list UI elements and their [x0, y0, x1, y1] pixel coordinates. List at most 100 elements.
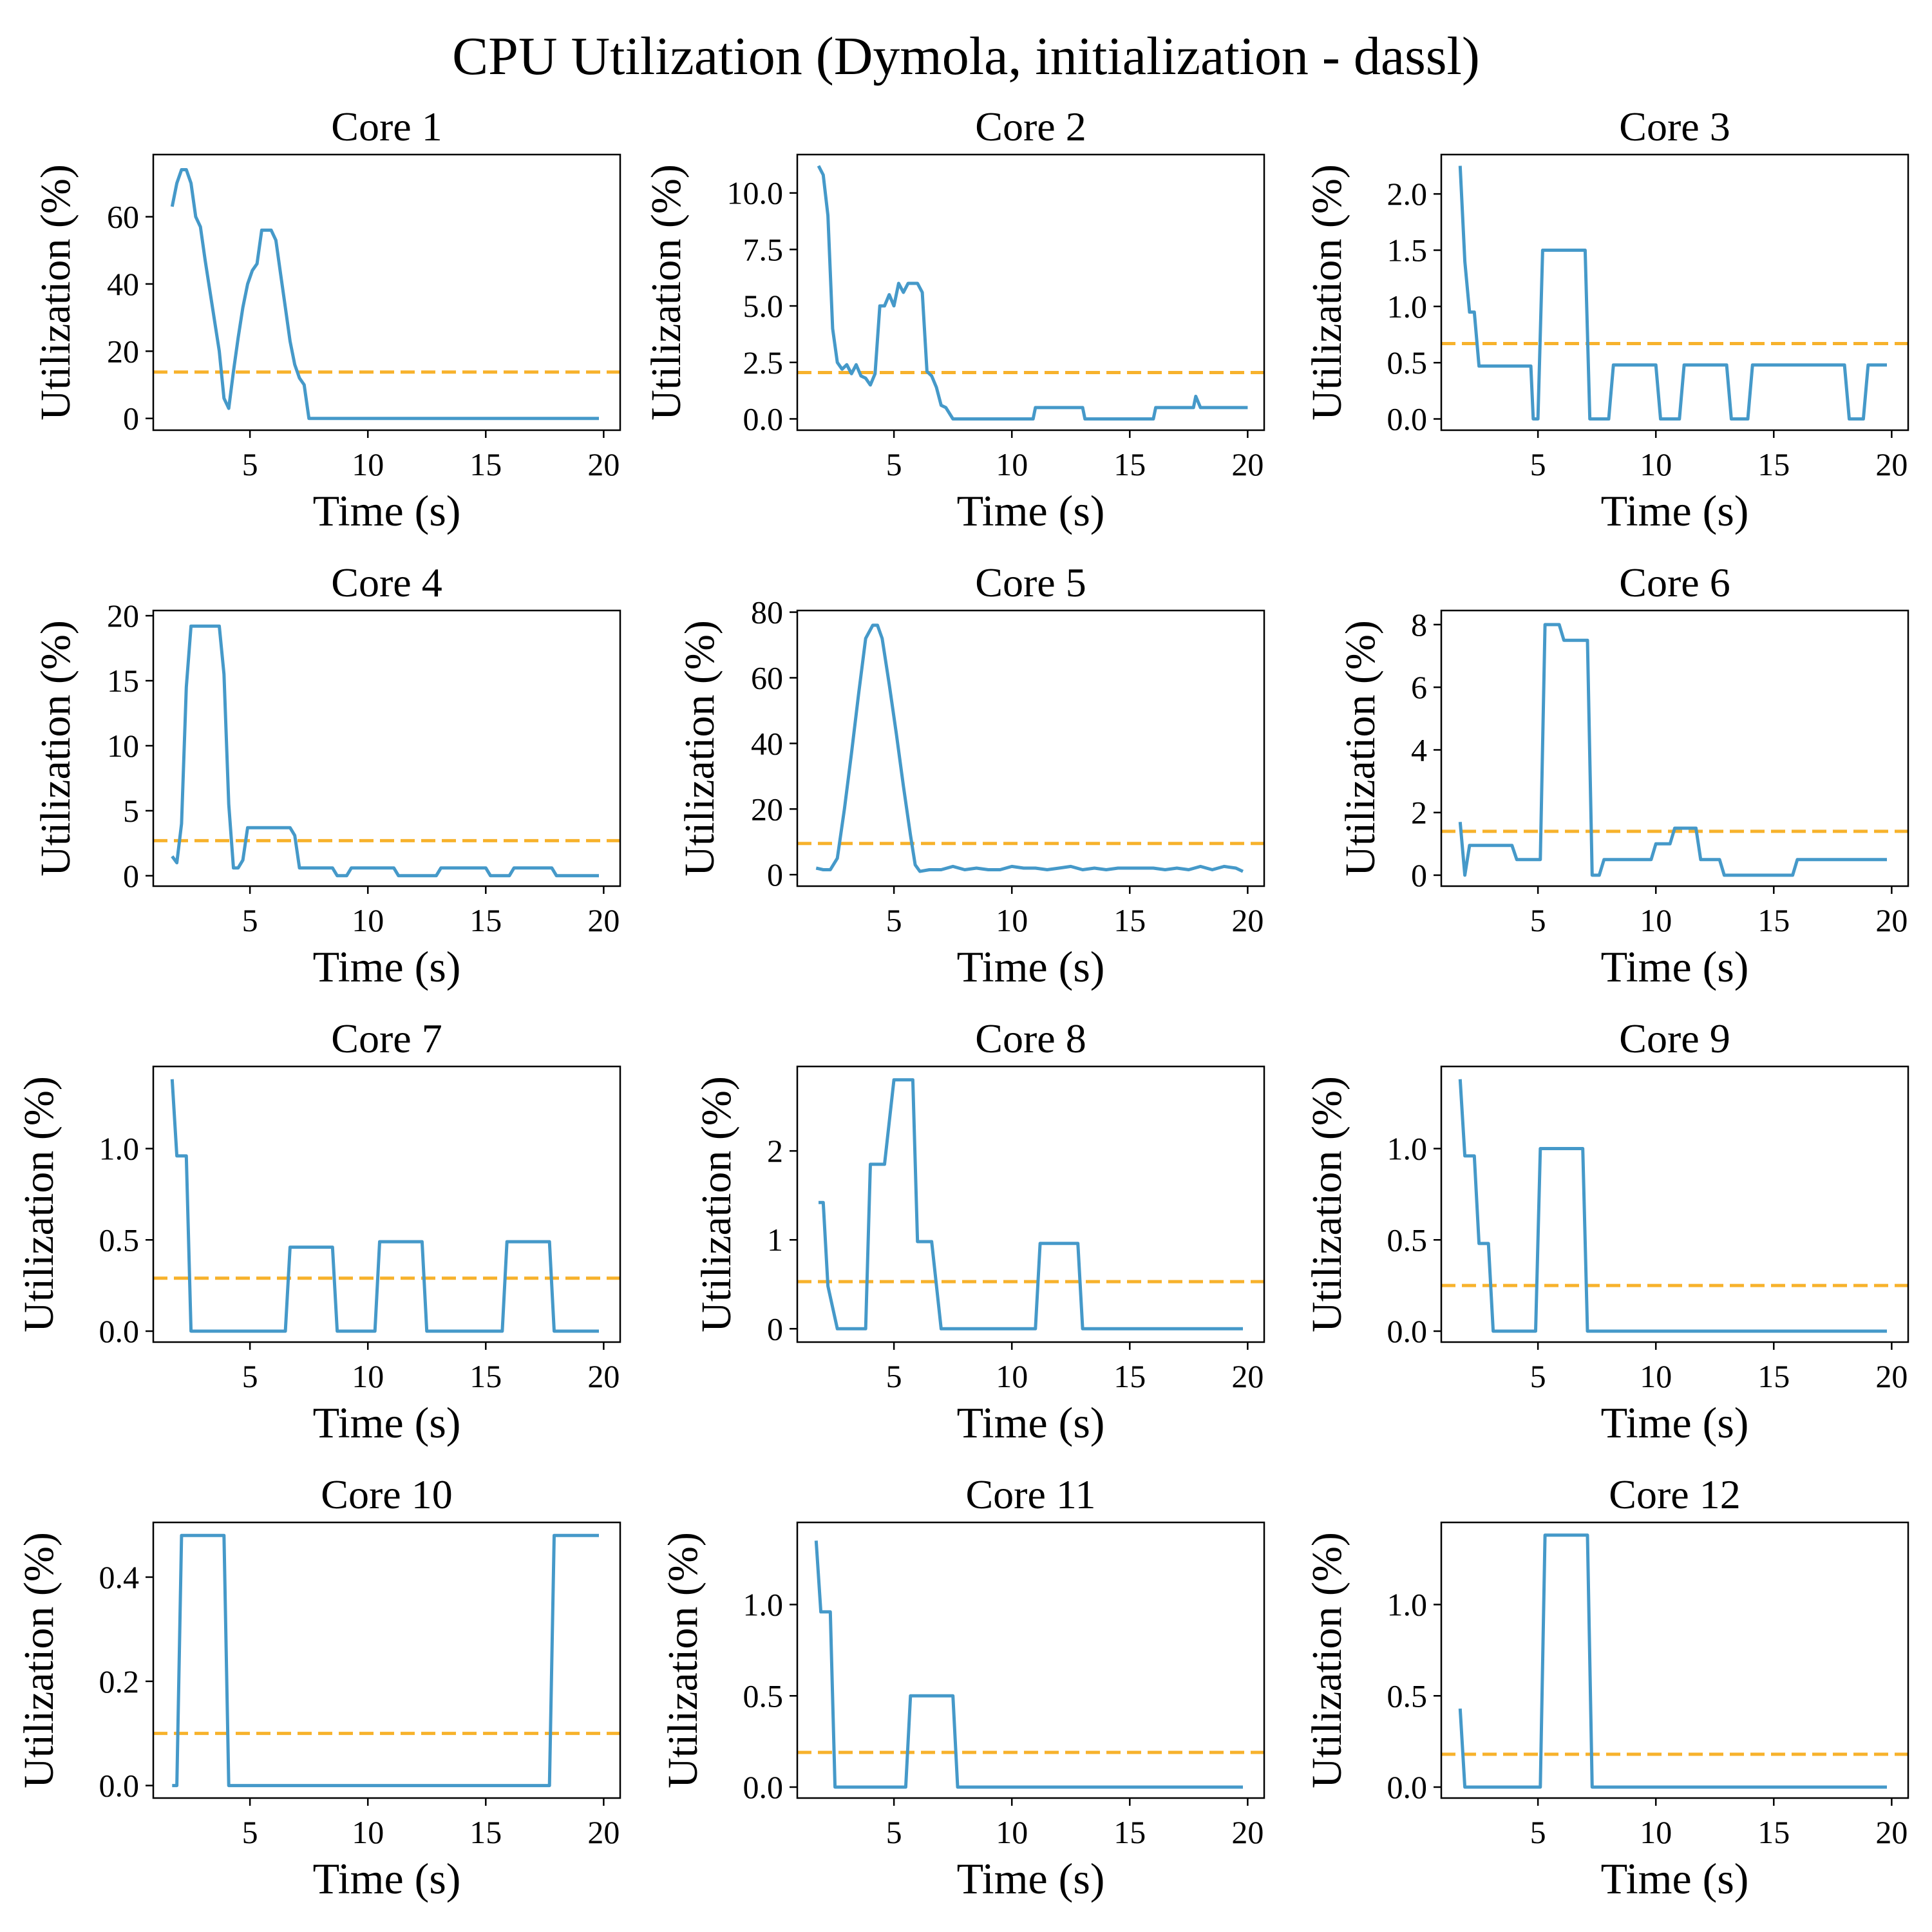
- subplot-core-2: Core 2 5 10 15 20 0.0 2.5 5.0 7.5 10.0 Time (s) Uti…: [643, 104, 1265, 535]
- x-tick-label: 5: [886, 446, 902, 482]
- subplot-title: Core 9: [1619, 1016, 1730, 1061]
- y-tick-label: 0.2: [99, 1663, 140, 1700]
- x-axis-label: Time (s): [1601, 1854, 1749, 1903]
- x-tick-label: 10: [1640, 1358, 1672, 1394]
- series-line: [1458, 1079, 1887, 1333]
- x-tick-label: 10: [352, 446, 384, 482]
- y-tick-label: 0: [767, 857, 783, 893]
- y-axis-label: Utilization (%): [1337, 620, 1384, 876]
- x-tick-label: 20: [1875, 1358, 1908, 1394]
- subplot-core-4: Core 4 5 10 15 20 0 5 10 15 20 Time (s) Utilization…: [32, 560, 621, 991]
- y-tick-label: 0.0: [1387, 1769, 1428, 1805]
- x-axis-label: Time (s): [957, 486, 1105, 535]
- axes-frame: [796, 1065, 1265, 1343]
- x-tick-label: 10: [1640, 446, 1672, 482]
- subplot-title: Core 5: [975, 560, 1086, 605]
- y-tick-label: 0.5: [1387, 1222, 1428, 1258]
- x-axis-label: Time (s): [957, 1854, 1105, 1903]
- x-tick-label: 5: [242, 1814, 258, 1850]
- y-tick-label: 2.5: [743, 345, 784, 381]
- y-axis-label: Utilization (%): [659, 1532, 706, 1788]
- x-tick-label: 5: [886, 1358, 902, 1394]
- y-tick-label: 20: [751, 791, 783, 827]
- series-line: [819, 1078, 1243, 1331]
- x-tick-label: 20: [1231, 446, 1264, 482]
- y-tick-label: 0.5: [99, 1222, 140, 1258]
- series-line: [171, 624, 599, 878]
- subplot-title: Core 12: [1609, 1472, 1740, 1517]
- axes-frame: [796, 609, 1265, 887]
- x-tick-label: 5: [242, 1358, 258, 1394]
- y-axis-label: Utilization (%): [15, 1532, 62, 1788]
- y-axis-label: Utilization (%): [32, 620, 79, 876]
- axes-frame: [796, 153, 1265, 431]
- x-tick-label: 20: [1875, 1814, 1908, 1850]
- y-axis-label: Utilization (%): [15, 1076, 62, 1332]
- x-tick-label: 20: [587, 1358, 620, 1394]
- y-axis-label: Utilization (%): [693, 1076, 740, 1332]
- series-line: [1458, 166, 1887, 421]
- x-tick-label: 15: [1113, 1358, 1146, 1394]
- subplot-core-12: Core 12 5 10 15 20 0.0 0.5 1.0 Time (s) Utilizati…: [1303, 1472, 1909, 1903]
- x-tick-label: 15: [469, 902, 502, 938]
- x-tick-label: 5: [1530, 902, 1546, 938]
- x-tick-label: 10: [996, 446, 1028, 482]
- figure-title: CPU Utilization (Dymola, initialization …: [452, 26, 1480, 86]
- series-line: [817, 165, 1248, 421]
- y-tick-label: 20: [107, 598, 139, 634]
- x-tick-label: 10: [1640, 1814, 1672, 1850]
- axes-frame: [1440, 1521, 1909, 1799]
- x-tick-label: 15: [469, 446, 502, 482]
- axes-frame: [1440, 609, 1909, 887]
- subplot-title: Core 10: [321, 1472, 452, 1517]
- y-tick-label: 0.0: [1387, 401, 1428, 437]
- y-axis-label: Utilization (%): [1303, 1532, 1350, 1788]
- x-tick-label: 10: [996, 1358, 1028, 1394]
- y-tick-label: 4: [1411, 732, 1427, 768]
- series-line: [172, 1533, 599, 1788]
- subplot-title: Core 2: [975, 104, 1086, 149]
- y-tick-label: 6: [1411, 669, 1427, 705]
- x-tick-label: 20: [1875, 902, 1908, 938]
- y-tick-label: 0.4: [99, 1559, 140, 1595]
- x-tick-label: 10: [352, 1358, 384, 1394]
- y-tick-label: 15: [107, 663, 139, 699]
- x-tick-label: 5: [1530, 1814, 1546, 1850]
- x-tick-label: 20: [1231, 1814, 1264, 1850]
- y-tick-label: 0.5: [1387, 1678, 1428, 1714]
- x-axis-label: Time (s): [1601, 486, 1749, 535]
- subplot-title: Core 4: [331, 560, 442, 605]
- y-axis-label: Utilization (%): [1303, 164, 1350, 421]
- subplot-core-10: Core 10 5 10 15 20 0.0 0.2 0.4 Time (s) Utilizati…: [15, 1472, 621, 1903]
- subplot-title: Core 3: [1619, 104, 1730, 149]
- series-line: [170, 168, 599, 421]
- y-tick-label: 0: [123, 401, 139, 437]
- series-line: [170, 1079, 599, 1333]
- y-tick-label: 1.0: [99, 1131, 140, 1167]
- x-axis-label: Time (s): [313, 1398, 461, 1447]
- y-tick-label: 40: [751, 725, 783, 761]
- series-line: [814, 1540, 1243, 1789]
- y-axis-label: Utilization (%): [676, 620, 723, 876]
- x-tick-label: 15: [1113, 1814, 1146, 1850]
- x-tick-label: 10: [996, 902, 1028, 938]
- x-tick-label: 5: [886, 902, 902, 938]
- axes-frame: [1440, 153, 1909, 431]
- x-tick-label: 10: [352, 1814, 384, 1850]
- axes-frame: [152, 153, 621, 431]
- axes-frame: [796, 1521, 1265, 1799]
- subplot-core-3: Core 3 5 10 15 20 0.0 0.5 1.0 1.5 2.0 Time (s) Util…: [1303, 104, 1909, 535]
- axes-frame: [152, 609, 621, 887]
- y-tick-label: 60: [751, 659, 783, 696]
- x-tick-label: 15: [1757, 1358, 1790, 1394]
- x-tick-label: 20: [1231, 902, 1264, 938]
- subplot-title: Core 7: [331, 1016, 442, 1061]
- y-tick-label: 2: [767, 1133, 783, 1169]
- x-tick-label: 15: [1757, 1814, 1790, 1850]
- y-tick-label: 10.0: [727, 175, 784, 211]
- x-tick-label: 15: [1113, 902, 1146, 938]
- x-tick-label: 5: [242, 902, 258, 938]
- y-tick-label: 0.0: [99, 1313, 140, 1349]
- y-tick-label: 1.5: [1387, 232, 1428, 268]
